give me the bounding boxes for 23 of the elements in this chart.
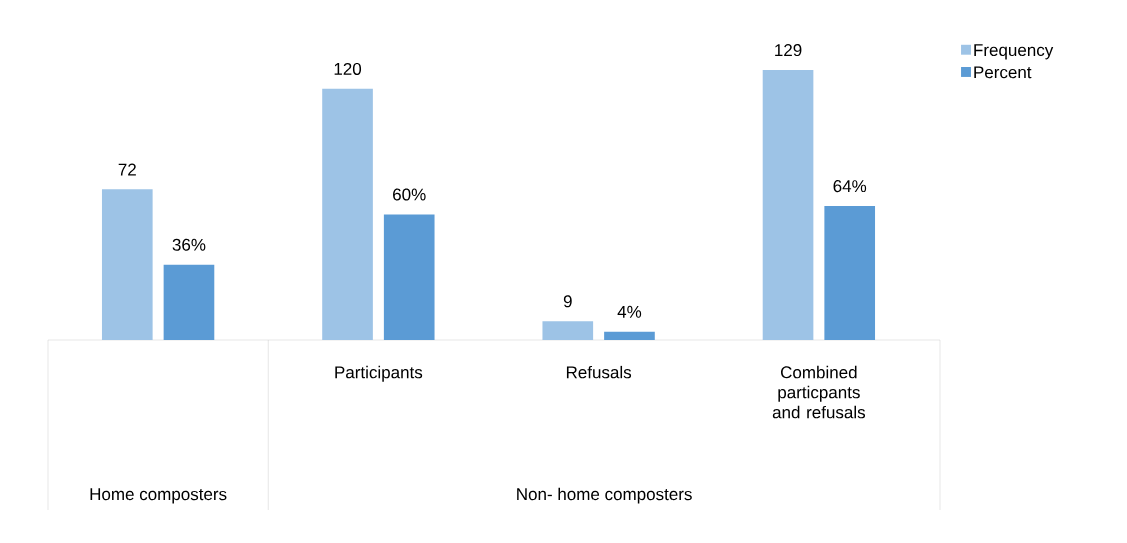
x-tick-label: Combined particpants and refusals: [772, 365, 866, 419]
bar: [383, 214, 435, 340]
bar: [604, 331, 655, 340]
bar: [101, 189, 153, 340]
data-label: 72: [118, 163, 136, 176]
data-label: 9: [563, 295, 572, 308]
data-label: 120: [334, 62, 362, 75]
x-tick-label: Participants: [335, 365, 423, 382]
bar: [824, 206, 876, 340]
bar: [163, 264, 215, 340]
data-label: 60%: [393, 188, 426, 201]
bar: [322, 88, 373, 340]
data-label: 36%: [172, 238, 206, 251]
text: Non- home composters: [517, 487, 692, 504]
bar: [542, 321, 594, 340]
legend-label: Percent: [974, 66, 1032, 79]
data-label: 4%: [617, 305, 642, 318]
text: Home composters: [90, 488, 227, 504]
data-label: 64%: [833, 180, 867, 193]
x-tick-label: Refusals: [566, 365, 632, 379]
data-label: 129: [775, 44, 802, 57]
legend-label: Frequency: [974, 44, 1054, 60]
bar: [762, 69, 814, 340]
